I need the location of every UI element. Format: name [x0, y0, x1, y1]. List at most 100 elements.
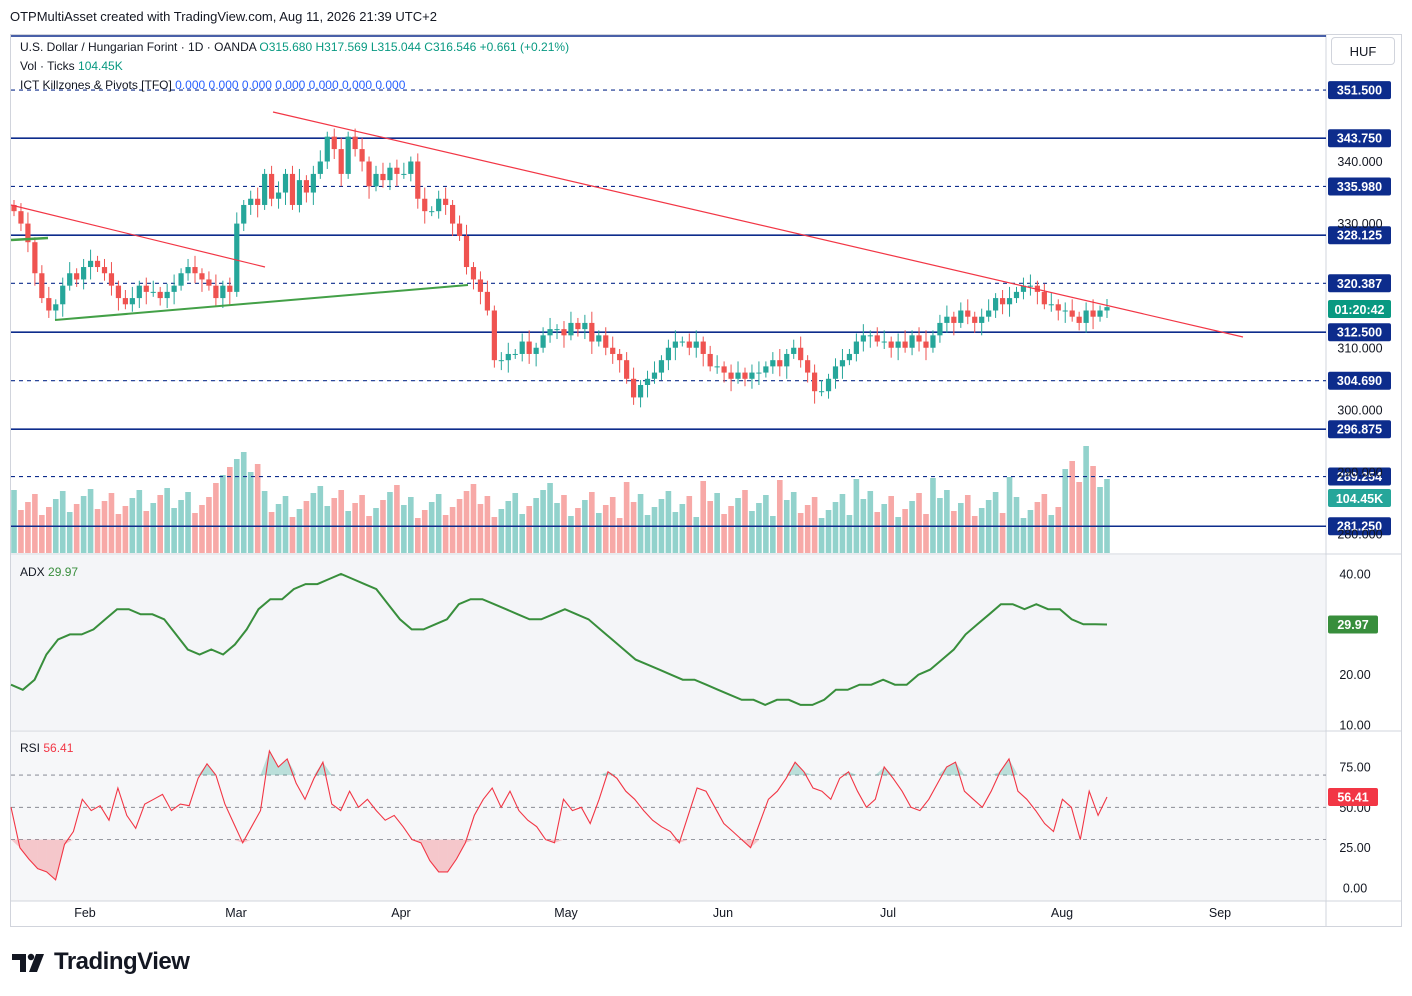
volume-bar: [296, 509, 303, 553]
candle-body: [67, 273, 73, 286]
adx-tag: [1328, 615, 1378, 634]
level-tag: [1328, 129, 1391, 148]
price-tick: 290.000: [1337, 465, 1382, 479]
volume-bar: [491, 517, 498, 553]
candle-body: [199, 273, 205, 280]
volume-bar: [1027, 510, 1034, 553]
candle-body: [784, 353, 790, 367]
candle-body: [798, 347, 804, 361]
candle-body: [380, 173, 386, 181]
volume-bar: [519, 514, 526, 553]
volume-bar: [108, 493, 115, 553]
candle-body: [60, 285, 66, 305]
candle-body: [881, 341, 887, 343]
tradingview-logo-icon: [12, 953, 44, 972]
chart-frame: [10, 34, 1402, 927]
volume-bar: [268, 512, 275, 553]
adx-value: 29.97: [48, 565, 79, 579]
candle-body: [164, 291, 170, 299]
volume-bar: [1034, 502, 1041, 553]
volume-bar: [227, 467, 233, 553]
volume-bar: [1062, 469, 1069, 553]
candle-body: [477, 279, 484, 292]
candle-body: [596, 335, 602, 342]
candle-body: [923, 341, 929, 348]
candle-body: [610, 347, 616, 354]
volume-bar: [888, 496, 894, 553]
volume-bar: [742, 490, 748, 553]
volume-bar: [394, 485, 400, 553]
volume-bar: [540, 490, 546, 553]
candle-body: [1062, 310, 1068, 312]
candle-body: [108, 273, 115, 286]
candle-body: [11, 204, 17, 212]
volume-bar: [247, 472, 254, 553]
candle-body: [505, 353, 511, 361]
volume-bar: [700, 481, 707, 553]
volume-bar: [756, 503, 762, 553]
candle-body: [143, 285, 149, 292]
volume-bar: [310, 493, 317, 553]
volume-bar: [387, 492, 393, 553]
volume-bar: [463, 491, 470, 553]
volume-bar: [428, 502, 435, 553]
candle-body: [192, 267, 198, 274]
candle-body: [436, 198, 442, 212]
volume-bar: [679, 504, 686, 553]
rsi-overbought-fill: [804, 771, 813, 776]
adx-label: ADX: [20, 565, 45, 579]
rsi-oversold-fill: [19, 839, 29, 859]
ohlc-open: O315.680: [259, 40, 313, 54]
volume-value: 104.45K: [78, 59, 123, 73]
rsi-overbought-fill: [269, 750, 279, 776]
candle-body: [25, 223, 31, 243]
candle-body: [220, 285, 226, 299]
candle-body: [178, 273, 184, 286]
rsi-overbought-fill: [937, 767, 947, 776]
indicator-legend: ICT Killzones & Pivots [TFO] 0.000 0.000…: [20, 76, 569, 95]
volume-bar: [46, 507, 52, 553]
level-tag: [1328, 420, 1391, 439]
candle-body: [749, 372, 755, 379]
candle-body: [94, 260, 101, 268]
candle-body: [129, 298, 135, 305]
volume-bar: [971, 516, 978, 553]
volume-bar: [484, 496, 491, 553]
candle-body: [498, 360, 504, 362]
rsi-overbought-fill: [278, 758, 288, 776]
candle-body: [630, 378, 637, 398]
level-tag-label: 312.500: [1337, 326, 1382, 340]
level-tag-label: 281.250: [1337, 520, 1382, 534]
candle-body: [373, 173, 379, 187]
candle-body: [443, 198, 449, 205]
candle-body: [359, 149, 365, 162]
volume-legend: Vol · Ticks 104.45K: [20, 57, 569, 76]
ohlc-low: L315.044: [370, 40, 421, 54]
price-tick: 300.000: [1337, 403, 1382, 417]
candle-body: [561, 329, 567, 336]
volume-bar: [770, 516, 776, 553]
candle-body: [902, 341, 908, 348]
candle-body: [909, 335, 915, 348]
candle-body: [526, 341, 532, 354]
rsi-overbought-fill: [839, 771, 849, 776]
candle-body: [979, 316, 985, 323]
volume-bar: [1076, 482, 1082, 553]
volume-bar: [978, 508, 985, 553]
candle-body: [262, 173, 268, 205]
candle-body: [839, 360, 846, 367]
candle-body: [213, 285, 219, 299]
volume-bar: [324, 506, 331, 553]
price-tick: 330.000: [1337, 217, 1382, 231]
volume-bar: [136, 490, 143, 553]
candle-body: [53, 304, 59, 311]
volume-bar: [199, 505, 205, 553]
candle-body: [721, 366, 727, 373]
level-tag: [1328, 323, 1391, 342]
currency-selector[interactable]: HUF: [1331, 37, 1395, 65]
countdown-label: 01:20:42: [1334, 303, 1384, 317]
candle-body: [547, 329, 553, 336]
level-tag: [1328, 274, 1391, 293]
volume-bar: [25, 502, 31, 553]
